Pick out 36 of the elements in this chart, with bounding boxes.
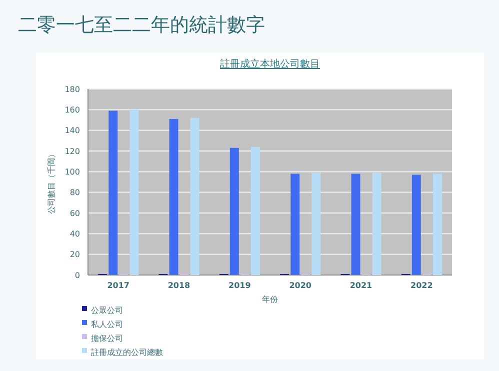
legend-label: 擔保公司	[91, 334, 123, 343]
bar	[130, 110, 139, 275]
bar	[351, 174, 360, 275]
y-tick-label: 120	[64, 146, 80, 156]
x-tick-label: 2018	[168, 281, 191, 290]
y-axis-title: 公司數目（千間）	[47, 150, 56, 214]
chart-title: 二零一七至二二年的統計數字	[18, 14, 265, 36]
y-tick-label: 160	[64, 105, 80, 114]
bar	[230, 148, 239, 275]
y-tick-label: 80	[70, 188, 80, 198]
y-tick-label: 20	[70, 250, 80, 260]
y-tick-label: 180	[64, 84, 80, 94]
legend-label: 私人公司	[91, 320, 123, 329]
legend-label: 註冊成立的公司總數	[91, 348, 163, 357]
bar	[312, 172, 321, 275]
bar	[372, 172, 382, 275]
x-tick-label: 2020	[289, 281, 312, 290]
bar	[169, 118, 178, 275]
x-tick-label: 2021	[350, 281, 373, 290]
bar	[290, 174, 300, 275]
bar	[108, 110, 118, 275]
y-tick-label: 140	[64, 126, 80, 136]
chart-subtitle: 註冊成立本地公司數目	[220, 58, 320, 70]
bar	[250, 146, 260, 275]
bar	[412, 174, 421, 275]
x-axis-title: 年份	[262, 295, 278, 304]
y-tick-label: 100	[64, 167, 80, 176]
y-tick-label: 60	[70, 208, 80, 218]
x-tick-label: 2019	[228, 281, 252, 290]
x-tick-label: 2017	[107, 281, 130, 290]
legend-label: 公眾公司	[91, 306, 123, 315]
bar	[190, 118, 200, 275]
x-tick-label: 2022	[410, 281, 433, 290]
bar	[432, 174, 442, 275]
y-tick-label: 40	[70, 229, 80, 238]
y-tick-label: 0	[74, 270, 80, 280]
